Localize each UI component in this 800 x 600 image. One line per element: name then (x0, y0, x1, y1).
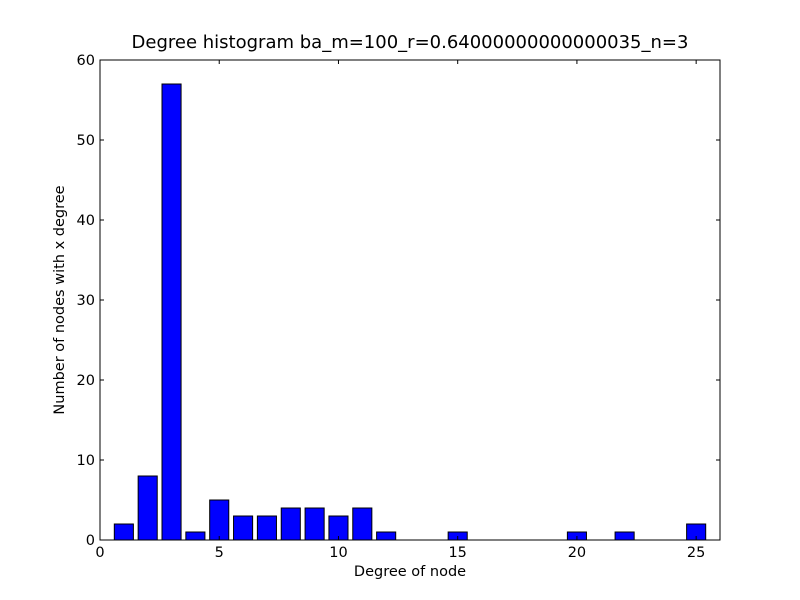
bar-degree-9 (304, 507, 325, 541)
bar-degree-4 (185, 531, 206, 541)
bar-degree-8 (280, 507, 301, 541)
y-tick-label: 20 (77, 373, 95, 389)
x-axis-label: Degree of node (354, 564, 466, 580)
x-tick-label: 10 (329, 545, 347, 561)
y-axis-label: Number of nodes with x degree (52, 185, 68, 414)
bar-degree-3 (161, 83, 182, 541)
y-tick-label: 60 (77, 53, 95, 69)
x-tick-label: 5 (215, 545, 224, 561)
y-tick-label: 10 (77, 453, 95, 469)
bar-degree-2 (137, 475, 158, 541)
bar-degree-7 (256, 515, 277, 541)
y-tick-label: 50 (77, 133, 95, 149)
x-tick-label: 15 (448, 545, 466, 561)
bar-degree-5 (209, 499, 230, 541)
bars-group (113, 83, 707, 541)
x-axis-ticks: 0 5 10 15 20 25 (95, 60, 705, 561)
bar-degree-6 (233, 515, 254, 541)
y-tick-label: 40 (77, 213, 95, 229)
y-tick-label: 30 (77, 293, 95, 309)
bar-degree-22 (614, 531, 635, 541)
chart-title: Degree histogram ba_m=100_r=0.6400000000… (132, 32, 689, 53)
bar-degree-1 (113, 523, 134, 541)
x-tick-label: 20 (568, 545, 586, 561)
bar-degree-11 (352, 507, 373, 541)
y-tick-label: 0 (86, 533, 95, 549)
x-tick-label: 25 (687, 545, 705, 561)
y-axis-ticks: 0 10 20 30 40 50 60 (77, 53, 720, 549)
x-tick-label: 0 (95, 545, 104, 561)
bar-degree-12 (376, 531, 397, 541)
